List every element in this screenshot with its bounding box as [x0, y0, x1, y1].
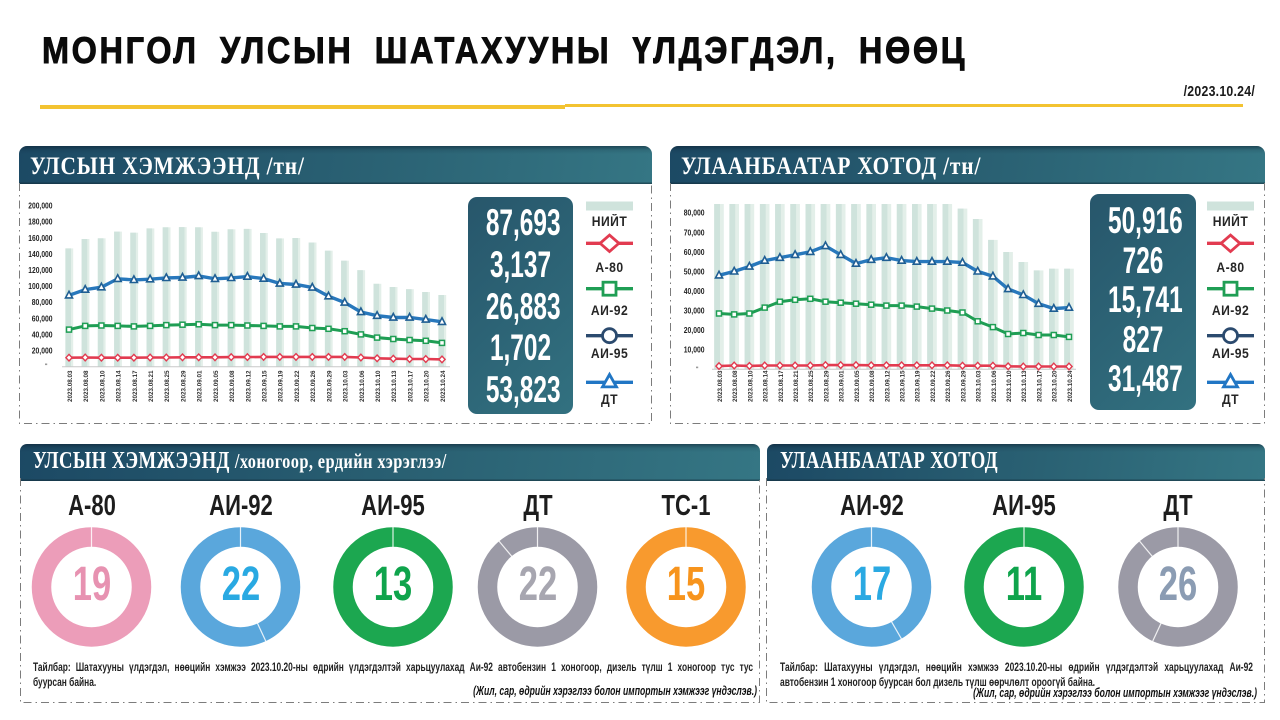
- svg-text:2023.09.15: 2023.09.15: [900, 370, 907, 402]
- svg-text:2023.10.24: 2023.10.24: [440, 370, 447, 402]
- svg-text:2023.10.03: 2023.10.03: [976, 370, 983, 402]
- svg-text:60,000: 60,000: [684, 248, 705, 257]
- svg-text:2023.10.24: 2023.10.24: [1067, 370, 1074, 402]
- svg-text:2023.10.13: 2023.10.13: [391, 370, 398, 402]
- svg-text:2023.10.20: 2023.10.20: [1052, 370, 1059, 402]
- svg-text:2023.08.03: 2023.08.03: [717, 370, 724, 402]
- svg-text:80,000: 80,000: [684, 209, 705, 218]
- svg-text:2023.09.08: 2023.09.08: [229, 370, 236, 402]
- svg-text:10,000: 10,000: [684, 346, 705, 355]
- svg-text:2023.09.22: 2023.09.22: [294, 370, 301, 402]
- svg-text:2023.09.01: 2023.09.01: [839, 370, 846, 402]
- svg-text:2023.09.19: 2023.09.19: [915, 370, 922, 402]
- svg-text:2023.08.29: 2023.08.29: [180, 370, 187, 402]
- svg-text:20,000: 20,000: [684, 326, 705, 335]
- svg-text:2023.10.06: 2023.10.06: [359, 370, 366, 402]
- svg-text:70,000: 70,000: [684, 228, 705, 237]
- svg-text:2023.08.17: 2023.08.17: [132, 370, 139, 402]
- svg-text:120,000: 120,000: [28, 266, 53, 275]
- svg-text:2023.08.17: 2023.08.17: [778, 370, 785, 402]
- svg-text:80,000: 80,000: [32, 298, 53, 307]
- svg-text:60,000: 60,000: [32, 314, 53, 323]
- svg-text:2023.08.25: 2023.08.25: [808, 370, 815, 402]
- svg-text:2023.10.13: 2023.10.13: [1021, 370, 1028, 402]
- svg-text:2023.09.29: 2023.09.29: [326, 370, 333, 402]
- svg-text:2023.10.17: 2023.10.17: [408, 370, 415, 402]
- svg-text:2023.09.05: 2023.09.05: [854, 370, 861, 402]
- svg-text:140,000: 140,000: [28, 250, 53, 259]
- svg-text:2023.08.03: 2023.08.03: [67, 370, 74, 402]
- svg-text:2023.08.14: 2023.08.14: [763, 370, 770, 402]
- svg-text:200,000: 200,000: [28, 202, 53, 211]
- svg-text:2023.10.06: 2023.10.06: [991, 370, 998, 402]
- svg-text:2023.10.10: 2023.10.10: [375, 370, 382, 402]
- svg-text:160,000: 160,000: [28, 234, 53, 243]
- svg-text:2023.09.22: 2023.09.22: [930, 370, 937, 402]
- svg-text:2023.08.10: 2023.08.10: [99, 370, 106, 402]
- svg-text:2023.09.29: 2023.09.29: [960, 370, 967, 402]
- svg-text:2023.08.08: 2023.08.08: [83, 370, 90, 402]
- svg-text:2023.09.26: 2023.09.26: [945, 370, 952, 402]
- svg-text:180,000: 180,000: [28, 218, 53, 227]
- svg-text:2023.10.17: 2023.10.17: [1037, 370, 1044, 402]
- svg-text:40,000: 40,000: [32, 330, 53, 339]
- svg-text:2023.08.21: 2023.08.21: [148, 370, 155, 402]
- svg-text:2023.09.01: 2023.09.01: [197, 370, 204, 402]
- svg-text:2023.09.08: 2023.09.08: [869, 370, 876, 402]
- svg-text:100,000: 100,000: [28, 282, 53, 291]
- svg-text:2023.08.10: 2023.08.10: [747, 370, 754, 402]
- svg-text:2023.10.20: 2023.10.20: [424, 370, 431, 402]
- svg-text:2023.09.19: 2023.09.19: [278, 370, 285, 402]
- svg-text:2023.10.10: 2023.10.10: [1006, 370, 1013, 402]
- svg-text:2023.08.25: 2023.08.25: [164, 370, 171, 402]
- svg-text:2023.09.12: 2023.09.12: [245, 370, 252, 402]
- svg-text:40,000: 40,000: [684, 287, 705, 296]
- svg-text:2023.08.29: 2023.08.29: [823, 370, 830, 402]
- svg-text:2023.08.21: 2023.08.21: [793, 370, 800, 402]
- svg-text:50,000: 50,000: [684, 267, 705, 276]
- svg-text:2023.09.26: 2023.09.26: [310, 370, 317, 402]
- svg-text:2023.08.08: 2023.08.08: [732, 370, 739, 402]
- svg-text:2023.10.03: 2023.10.03: [343, 370, 350, 402]
- svg-text:30,000: 30,000: [684, 307, 705, 316]
- svg-text:2023.08.14: 2023.08.14: [116, 370, 123, 402]
- svg-text:2023.09.15: 2023.09.15: [262, 370, 269, 402]
- svg-text:2023.09.05: 2023.09.05: [213, 370, 220, 402]
- svg-text:2023.09.12: 2023.09.12: [884, 370, 891, 402]
- svg-text:20,000: 20,000: [32, 347, 53, 356]
